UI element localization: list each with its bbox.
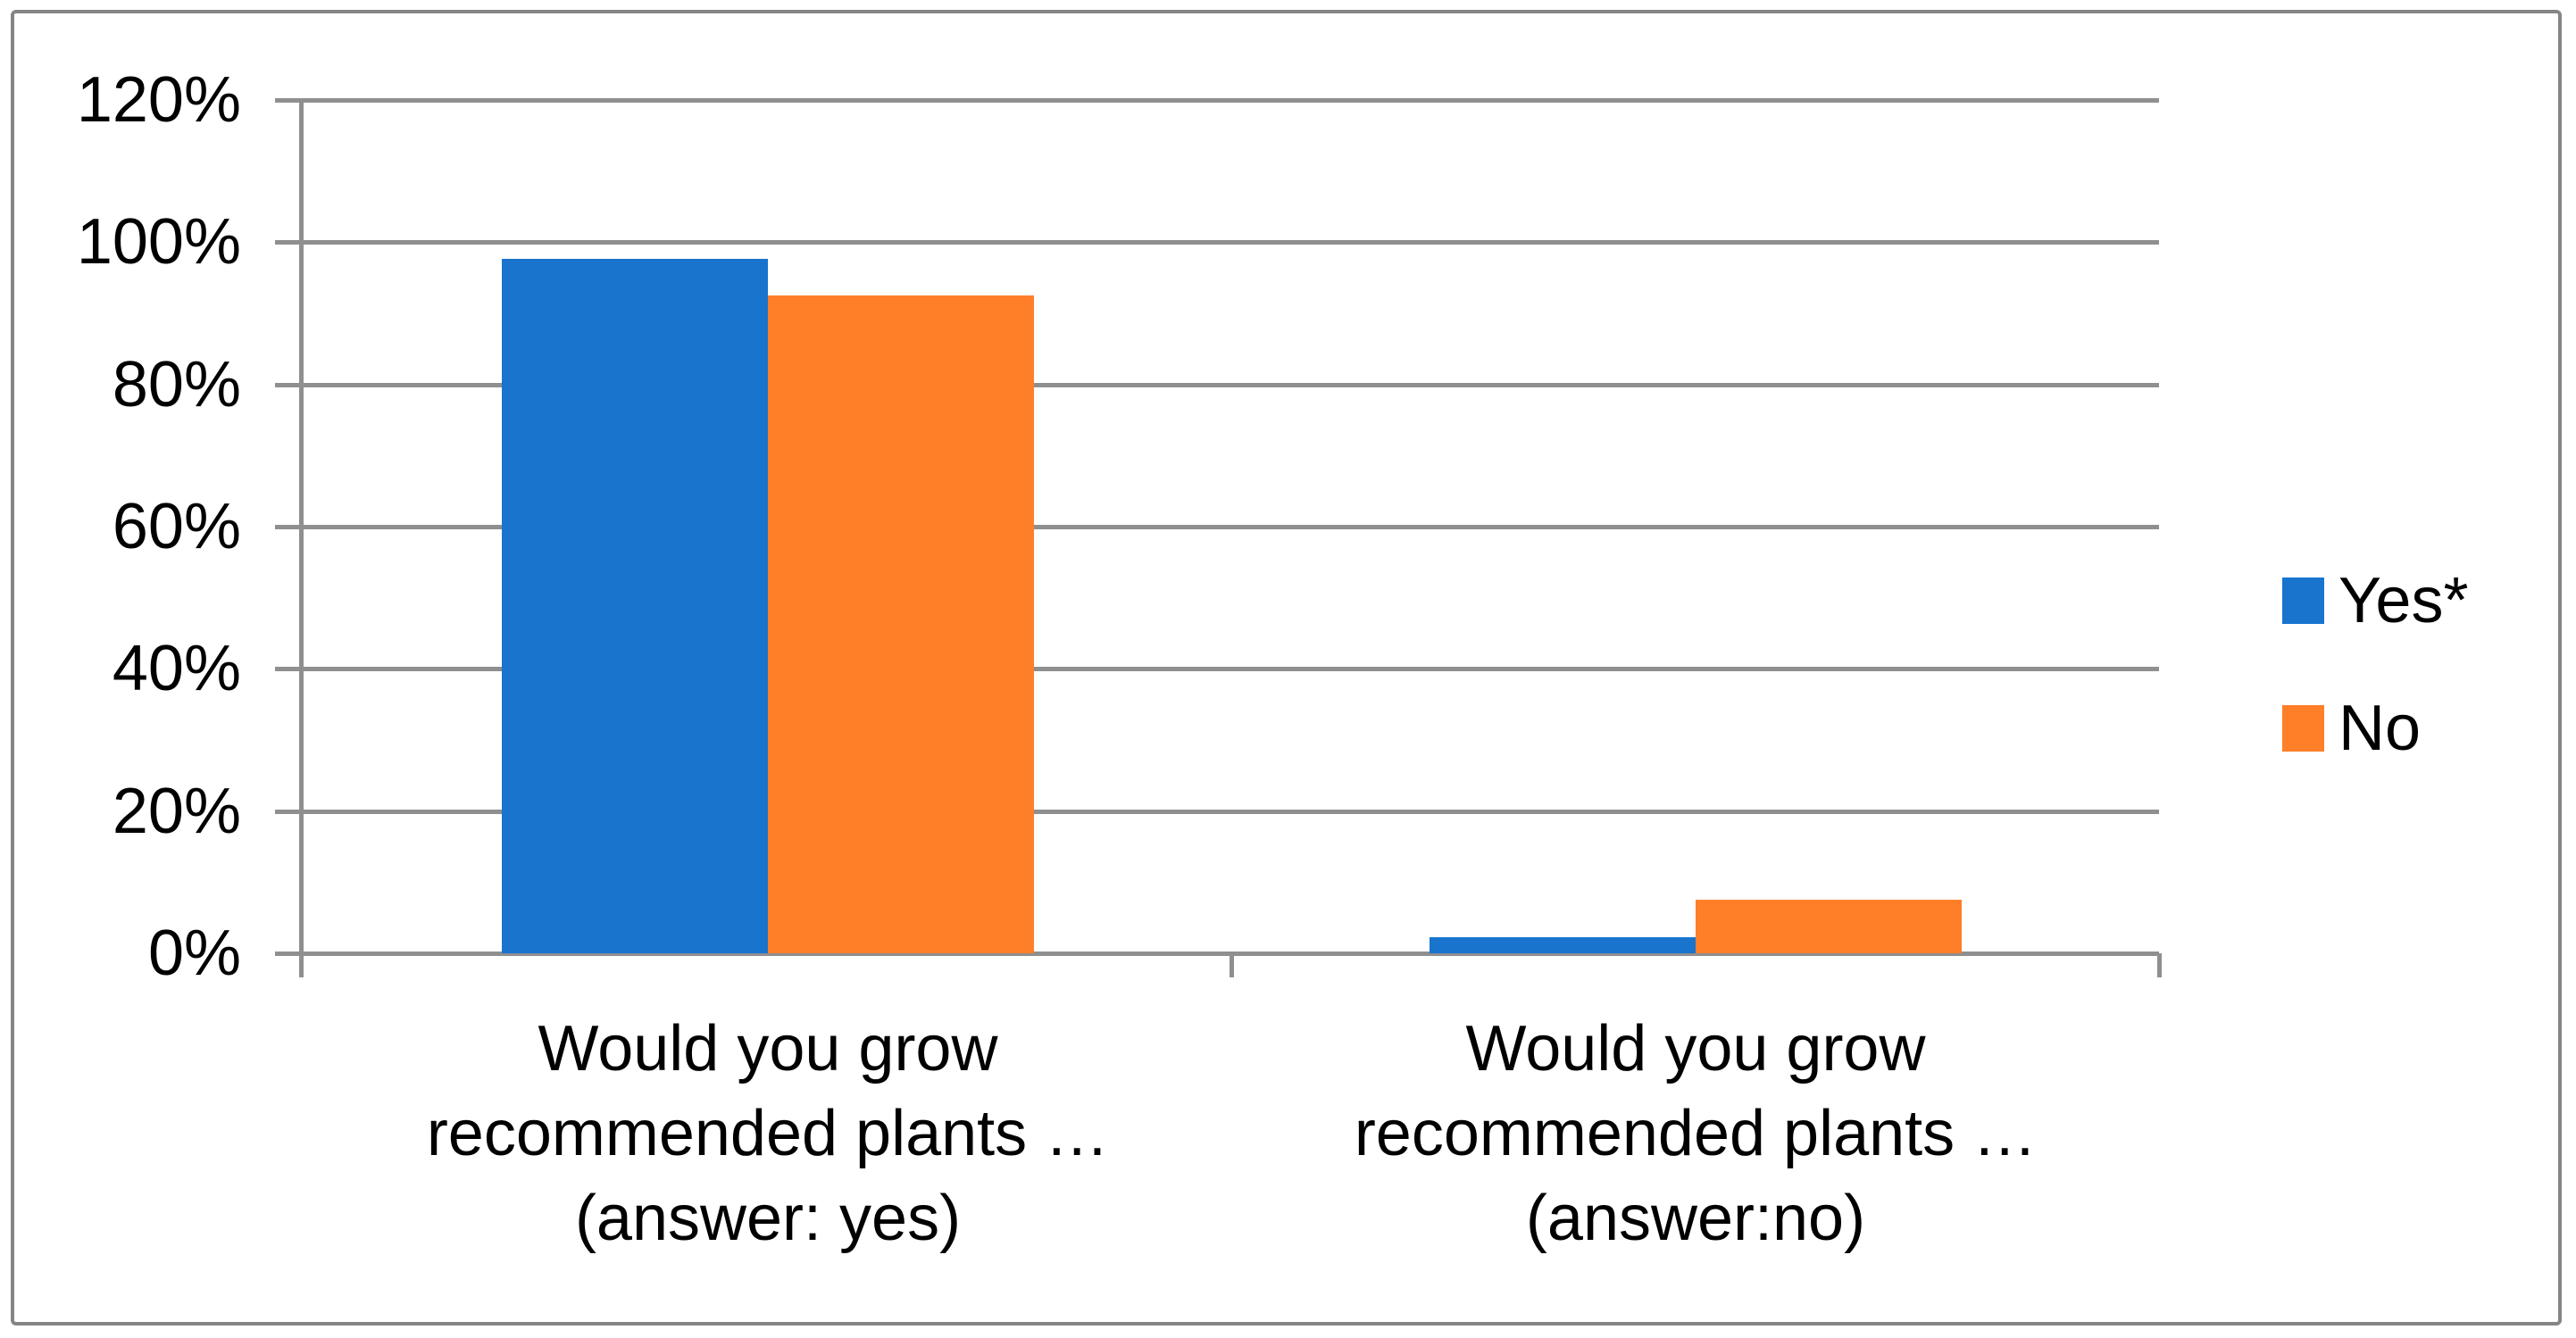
x-axis-tick bbox=[1229, 953, 1234, 977]
category-label-line: (answer:no) bbox=[1525, 1183, 1866, 1254]
category-label-line: Would you grow bbox=[1465, 1013, 1926, 1085]
y-tick-label: 80% bbox=[112, 348, 241, 420]
bar-yes-category-1 bbox=[502, 259, 768, 953]
legend-item-no: No bbox=[2282, 686, 2468, 770]
legend-label: Yes* bbox=[2338, 564, 2469, 636]
gridline-60% bbox=[275, 525, 2159, 529]
legend-swatch-icon bbox=[2282, 704, 2324, 752]
gridline-100% bbox=[275, 240, 2159, 245]
category-label-line: recommended plants … bbox=[1354, 1098, 2038, 1169]
plot-area bbox=[275, 98, 2162, 977]
x-axis-tick bbox=[299, 953, 304, 977]
category-label-2: Would you grow recommended plants … (answe… bbox=[1276, 1007, 2115, 1261]
gridline-40% bbox=[275, 667, 2159, 672]
category-label-line: (answer: yes) bbox=[574, 1183, 962, 1254]
legend: Yes* No bbox=[2282, 558, 2468, 770]
category-label-line: recommended plants … bbox=[426, 1098, 1110, 1169]
bar-yes-category-2 bbox=[1430, 937, 1696, 953]
legend-label: No bbox=[2338, 692, 2422, 764]
x-axis-tick bbox=[2156, 953, 2162, 977]
bar-no-category-1 bbox=[768, 295, 1034, 953]
gridline-80% bbox=[275, 382, 2159, 387]
bar-no-category-2 bbox=[1696, 900, 1962, 953]
category-label-line: Would you grow bbox=[538, 1013, 998, 1085]
y-tick-label: 40% bbox=[112, 633, 241, 705]
y-tick-label: 120% bbox=[76, 64, 241, 136]
legend-swatch-icon bbox=[2282, 577, 2324, 624]
category-label-1: Would you grow recommended plants … (answe… bbox=[348, 1007, 1188, 1261]
gridline-0% bbox=[275, 952, 2159, 956]
y-tick-label: 0% bbox=[147, 918, 241, 989]
legend-item-yes: Yes* bbox=[2282, 558, 2468, 643]
y-axis-line bbox=[299, 100, 304, 976]
y-tick-label: 20% bbox=[112, 775, 241, 847]
y-tick-label: 100% bbox=[76, 206, 241, 278]
gridline-20% bbox=[275, 809, 2159, 814]
gridline-120% bbox=[275, 98, 2159, 103]
y-tick-label: 60% bbox=[112, 491, 241, 562]
